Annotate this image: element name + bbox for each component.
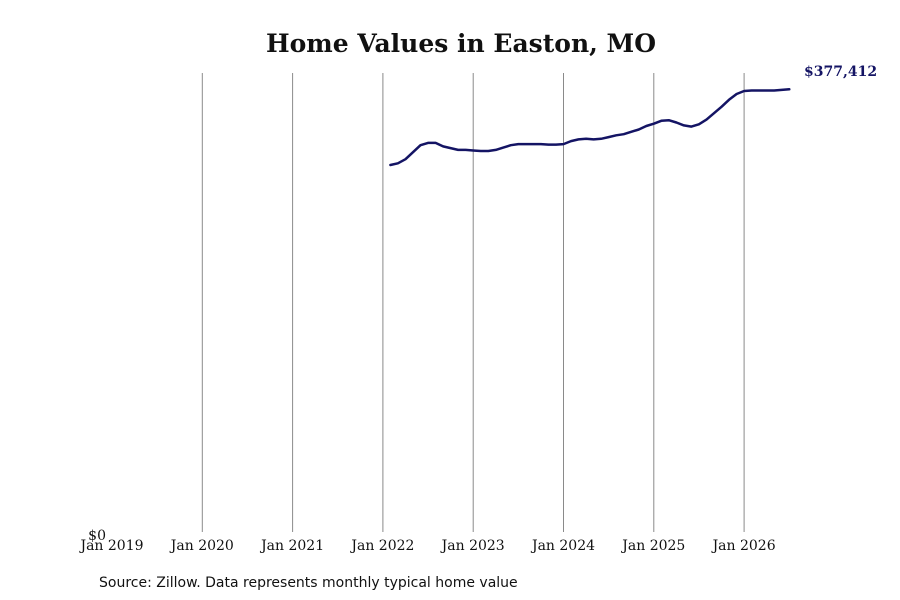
y-tick-label-zero: $0 [88,528,106,544]
x-tick-label-2019: Jan 2019 [78,538,143,554]
x-axis-tick-labels: Jan 2019 Jan 2020 Jan 2021 Jan 2022 Jan 2023… [78,538,775,554]
series-line-0 [389,88,791,167]
x-tick-label-2025: Jan 2025 [620,538,685,554]
x-tick-label-2023: Jan 2023 [440,538,505,554]
x-tick-label-2026: Jan 2026 [711,538,776,554]
end-value-label: $377,412 [804,64,877,80]
x-tick-label-2022: Jan 2022 [349,538,414,554]
x-tick-label-2021: Jan 2021 [259,538,324,554]
series-group [389,88,791,167]
chart-title: Home Values in Easton, MO [266,29,656,58]
x-tick-label-2020: Jan 2020 [169,538,234,554]
gridlines [201,73,745,532]
x-tick-label-2024: Jan 2024 [530,538,595,554]
source-note: Source: Zillow. Data represents monthly … [99,575,518,591]
